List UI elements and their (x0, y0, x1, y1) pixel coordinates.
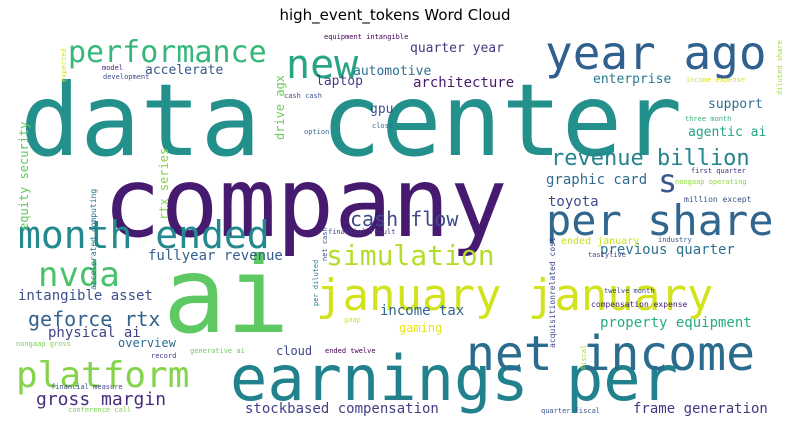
word-cash-cash: cash cash (284, 92, 322, 100)
word-close: close (372, 122, 393, 130)
word-financial-result: financial result (328, 228, 395, 236)
word-simulation: simulation (326, 239, 495, 272)
word-industry: industry (658, 236, 692, 244)
word-architecture: architecture (413, 75, 514, 91)
word-month-ended: month ended (18, 213, 270, 257)
word-gross-margin: gross margin (36, 389, 166, 410)
word-fiscal: fiscal (580, 345, 588, 370)
word-record: record (151, 352, 176, 360)
word-generative-ai: generative ai (190, 347, 245, 355)
word-drive-agx: drive agx (273, 75, 287, 140)
word-rtx-series: rtx series (157, 148, 171, 220)
word-income-tax: income tax (380, 303, 464, 319)
word-ai: ai (163, 235, 289, 357)
word-performance: performance (68, 35, 267, 70)
word-conference-call: conference call (68, 406, 131, 414)
word-gpu: gpu (370, 102, 393, 117)
word-nongaap-operating: nongaap operating (675, 178, 747, 186)
word-equity-security: equity security (17, 122, 31, 230)
word-compensation-expense: compensation expense (591, 300, 688, 309)
word-s: s (658, 162, 677, 200)
word-intangible-asset: intangible asset (18, 288, 153, 304)
word-graphic-card: graphic card (546, 172, 647, 188)
word-earnings-per: earnings per (230, 342, 678, 415)
word-geforce-rtx: geforce rtx (28, 307, 160, 331)
word-nongaap-gross: nongaap gross (16, 340, 71, 348)
word-new: new (286, 42, 359, 88)
word-development: development (103, 73, 149, 81)
word-net-income: net income (466, 326, 755, 382)
word-revenue-billion: revenue billion (551, 146, 750, 171)
word-ended-january: ended january (561, 236, 639, 247)
word-previous-quarter: previous quarter (600, 242, 735, 258)
word-support: support (708, 97, 763, 112)
word-year-ago: year ago (545, 30, 767, 80)
chart-title: high_event_tokens Word Cloud (279, 6, 511, 24)
word-fullyear-revenue: fullyear revenue (148, 248, 283, 264)
word-expected: expected (60, 48, 68, 82)
word-accelerate: accelerate (145, 63, 223, 78)
word-quarter-year: quarter year (410, 41, 504, 56)
word-agentic-ai: agentic ai (688, 125, 766, 140)
word-gaming: gaming (399, 321, 442, 335)
word-cash-flow: cash flow (350, 207, 459, 231)
word-financial-measure: financial measure (51, 383, 123, 391)
word-laptop: laptop (316, 74, 363, 89)
word-three-month: three month (685, 115, 731, 123)
word-per-diluted: per diluted (312, 260, 320, 306)
word-option: option (304, 128, 329, 136)
word-equipment-intangible: equipment intangible (324, 33, 408, 41)
word-cloud-canvas: data center company ai earnings per net inco… (8, 30, 782, 420)
word-property-equipment: property equipment (600, 315, 752, 331)
word-quarter-fiscal: quarter fiscal (541, 407, 600, 415)
word-data-center: data center (20, 62, 682, 179)
word-ended-twelve: ended twelve (325, 347, 376, 355)
word-toyota: toyota (548, 194, 599, 210)
word-million-except: million except (684, 195, 752, 204)
word-company: company (103, 147, 508, 259)
word-overview: overview (118, 336, 177, 350)
word-january-january: january january (316, 270, 713, 321)
word-acquisitionrelated-cost: acquisitionrelated cost (548, 237, 557, 348)
word-physical-ai: physical ai (48, 325, 141, 341)
word-cloud: cloud (276, 344, 312, 358)
word-stockbased-compensation: stockbased compensation (245, 401, 439, 417)
word-gaap: gaap (344, 316, 361, 324)
word-twelve-month: twelve month (604, 287, 655, 295)
word-nvda: nvda (38, 255, 120, 295)
word-per-share: per share (546, 196, 774, 245)
word-platform: platform (16, 355, 189, 396)
word-frame-generation: frame generation (633, 401, 768, 417)
word-first-quarter: first quarter (691, 167, 746, 175)
word-diluted-share: diluted share (776, 40, 782, 95)
word-model: model (102, 64, 123, 72)
word-tastylive: tastylive (588, 251, 626, 259)
word-automotive: automotive (353, 64, 431, 79)
word-enterprise: enterprise (593, 72, 671, 87)
word-net-cash: net cash (321, 227, 329, 261)
word-accelerated-computing: accelerated computing (89, 189, 98, 290)
word-income-expense: income expense (686, 76, 745, 84)
